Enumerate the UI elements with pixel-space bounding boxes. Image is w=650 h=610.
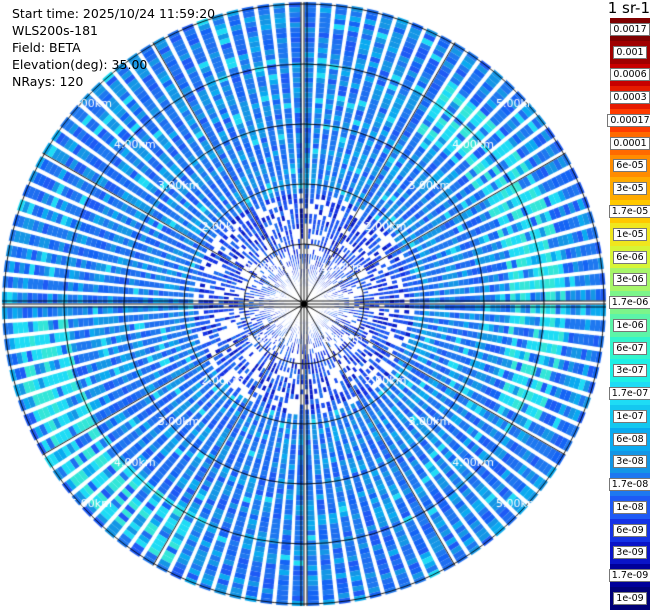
- colorbar-segment: 6e-06: [610, 245, 650, 269]
- colorbar-segment: 1.7e-09: [608, 564, 650, 588]
- colorbar-segment: 1.7e-08: [608, 473, 650, 497]
- nrays-label: NRays: 120: [12, 74, 84, 89]
- colorbar-segment: 6e-09: [610, 518, 650, 542]
- colorbar-segment: 1e-06: [610, 313, 650, 337]
- colorbar-segment: 1e-07: [610, 405, 650, 428]
- colorbar-segment: 1e-05: [610, 222, 650, 246]
- colorbar-tick-label: 6e-08: [613, 432, 647, 446]
- field-label: Field: BETA: [12, 40, 81, 55]
- colorbar-tick-label: 1e-09: [613, 592, 647, 606]
- colorbar-tick-label: 1.7e-07: [608, 387, 650, 401]
- colorbar-tick-label: 6e-07: [613, 341, 647, 355]
- colorbar-tick-label: 1.7e-06: [608, 296, 650, 310]
- colorbar-tick-label: 3e-09: [613, 546, 647, 560]
- colorbar-tick-label: 0.001: [613, 45, 647, 59]
- colorbar-tick-label: 1.7e-05: [608, 205, 650, 218]
- colorbar-segment: 1.7e-07: [608, 382, 650, 406]
- colorbar-tick-label: 0.00017: [607, 113, 650, 127]
- colorbar-segment: 6e-05: [610, 154, 650, 178]
- colorbar-tick-label: 3e-06: [613, 273, 647, 287]
- colorbar-tick-label: 0.0017: [610, 22, 650, 36]
- colorbar-tick-label: 6e-06: [613, 250, 647, 264]
- colorbar-tick-label: 1e-07: [613, 409, 647, 423]
- colorbar-segment: 0.0001: [610, 131, 650, 155]
- colorbar-segment: 0.0003: [610, 86, 650, 110]
- colorbar-tick-label: 1e-05: [613, 227, 647, 241]
- colorbar-tick-label: 0.0006: [610, 68, 650, 82]
- colorbar-segment: 1.7e-06: [608, 291, 650, 314]
- colorbar-tick-label: 1.7e-09: [608, 569, 650, 583]
- colorbar-tick-label: 3e-08: [613, 455, 647, 469]
- colorbar-tick-label: 1e-08: [613, 500, 647, 514]
- colorbar-tick-label: 0.0001: [610, 136, 650, 150]
- scan-info: Start time: 2025/10/24 11:59:20 WLS200s-…: [12, 5, 215, 90]
- colorbar-segment: 1.7e-05: [608, 200, 650, 223]
- start-time-label: Start time: 2025/10/24 11:59:20: [12, 6, 216, 21]
- colorbar-tick-label: 6e-09: [613, 523, 647, 537]
- colorbar-segment: 3e-05: [610, 177, 650, 201]
- colorbar-unit-label: m-1 sr-1: [608, 0, 650, 17]
- colorbar-segment: 1e-08: [610, 496, 650, 519]
- colorbar-segment: 1e-09: [610, 587, 650, 610]
- colorbar-segment: 0.001: [610, 40, 650, 64]
- colorbar-segment: 6e-08: [610, 427, 650, 451]
- colorbar-segment: 3e-07: [610, 359, 650, 383]
- colorbar-segment: 0.0006: [610, 63, 650, 87]
- colorbar-tick-label: 3e-07: [613, 364, 647, 378]
- colorbar-segment: 0.00017: [607, 109, 650, 132]
- colorbar-segment: 0.0017: [610, 18, 650, 41]
- colorbar-segment: 3e-09: [610, 541, 650, 565]
- colorbar: 0.0017 0.001 0.0006 0.0003 0.00017 0.0001 6e-0…: [607, 18, 650, 610]
- colorbar-tick-label: 0.0003: [610, 91, 650, 105]
- colorbar-segment: 3e-06: [610, 268, 650, 292]
- colorbar-segment: 3e-08: [610, 450, 650, 474]
- elevation-label: Elevation(deg): 35.00: [12, 57, 148, 72]
- colorbar-tick-label: 1.7e-08: [608, 478, 650, 492]
- colorbar-segment: 6e-07: [610, 336, 650, 360]
- colorbar-tick-label: 1e-06: [613, 318, 647, 332]
- colorbar-tick-label: 3e-05: [613, 182, 647, 196]
- instrument-label: WLS200s-181: [12, 23, 98, 38]
- colorbar-tick-label: 6e-05: [613, 159, 647, 173]
